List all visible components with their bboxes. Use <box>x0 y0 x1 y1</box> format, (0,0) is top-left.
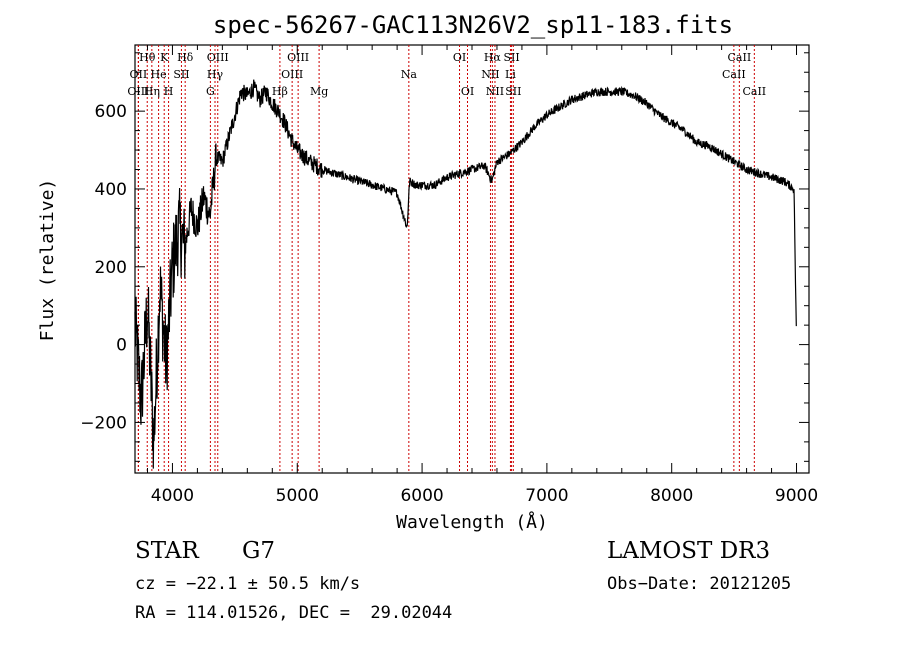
line-marker-label: NII <box>486 85 504 98</box>
x-tick-label: 8000 <box>650 486 693 506</box>
line-marker-label: CaII <box>742 85 766 98</box>
line-marker-label: OI <box>461 85 474 98</box>
line-marker-label: G <box>206 85 215 98</box>
y-tick-label: 0 <box>116 336 127 356</box>
line-marker-label: Li <box>505 68 516 81</box>
object-type: STAR <box>135 538 199 564</box>
observation-date: Obs−Date: 20121205 <box>607 574 792 594</box>
x-axis: 4000 5000 6000 7000 8000 9000 <box>146 45 818 506</box>
line-marker-label: NII <box>481 68 499 81</box>
line-marker-label: SII <box>505 85 521 98</box>
line-marker-label: OIII <box>287 51 309 64</box>
line-marker-label: Hα <box>484 51 502 64</box>
line-marker-label: SII <box>173 68 189 81</box>
spectral-subclass: G7 <box>242 538 276 564</box>
sky-coordinates: RA = 114.01526, DEC = 29.02044 <box>135 603 453 623</box>
y-tick-label: 400 <box>95 180 127 200</box>
y-tick-label: 200 <box>95 258 127 278</box>
y-tick-label: −200 <box>80 413 127 433</box>
line-marker-label: He <box>151 68 167 81</box>
line-marker-label: Mg <box>310 85 328 98</box>
x-tick-label: 9000 <box>775 486 818 506</box>
line-marker-label: OII <box>130 68 148 81</box>
line-marker-label: Hβ <box>272 85 288 98</box>
emission-line-markers <box>137 45 755 473</box>
line-marker-label: Na <box>401 68 418 81</box>
redshift-value: cz = −22.1 ± 50.5 km/s <box>135 574 361 594</box>
x-tick-label: 5000 <box>276 486 319 506</box>
x-axis-label: Wavelength (Å) <box>396 511 548 533</box>
survey-name: LAMOST DR3 <box>607 538 771 564</box>
y-axis-label: Flux (relative) <box>37 179 58 342</box>
line-marker-label: K <box>160 51 169 64</box>
spectrum-line <box>134 79 797 469</box>
line-marker-label: CaII <box>728 51 752 64</box>
x-tick-label: 4000 <box>151 486 194 506</box>
y-axis: −200 0 200 400 600 <box>80 52 809 462</box>
chart-title: spec-56267-GAC113N26V2_sp11-183.fits <box>213 11 733 39</box>
x-tick-label: 7000 <box>525 486 568 506</box>
line-marker-label: Hθ <box>139 51 156 64</box>
y-tick-label: 600 <box>95 102 127 122</box>
x-tick-label: 6000 <box>400 486 443 506</box>
line-marker-label: OIII <box>281 68 303 81</box>
line-marker-label: OI <box>453 51 466 64</box>
line-marker-label: CaII <box>722 68 746 81</box>
line-marker-label: SII <box>503 51 519 64</box>
line-marker-label: H <box>164 85 174 98</box>
line-marker-label: Hγ <box>207 68 224 81</box>
line-marker-label: Hδ <box>177 51 194 64</box>
line-marker-label: Hη <box>144 85 160 98</box>
line-marker-label: OIII <box>207 51 229 64</box>
